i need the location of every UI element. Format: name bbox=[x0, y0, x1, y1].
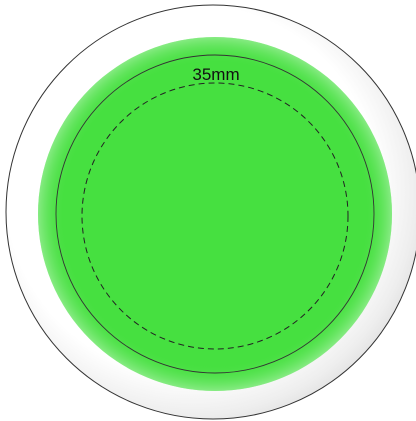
face-line bbox=[55, 54, 375, 374]
safe-area bbox=[81, 82, 349, 350]
gloss bbox=[38, 37, 392, 391]
size-label: 35mm bbox=[192, 65, 239, 84]
